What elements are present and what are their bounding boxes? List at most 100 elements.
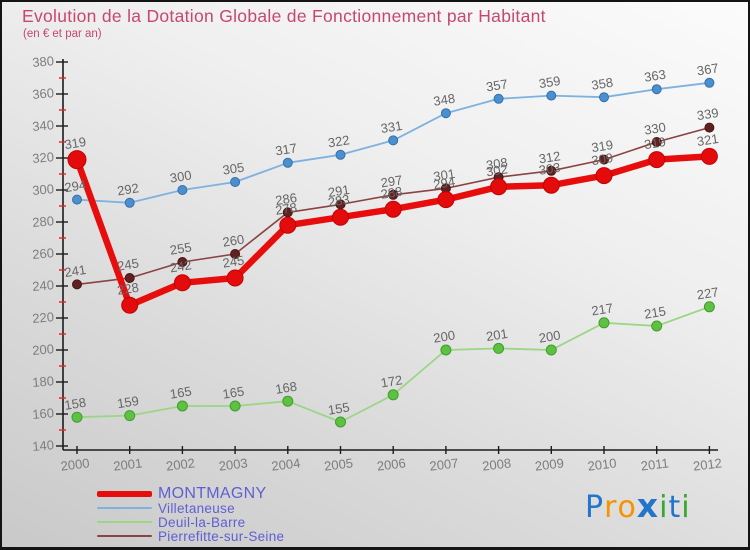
x-axis-label: 2010 xyxy=(587,455,618,473)
legend-item-Deuil-la-Barre: Deuil-la-Barre xyxy=(97,514,284,530)
logo-letter: x xyxy=(636,486,660,525)
logo-letter: o xyxy=(617,490,637,525)
value-label-Deuil-la-Barre-2005: 155 xyxy=(327,399,351,417)
x-axis-label: 2000 xyxy=(60,455,91,473)
value-label-Deuil-la-Barre-2007: 200 xyxy=(432,327,456,345)
value-label-Deuil-la-Barre-2011: 215 xyxy=(643,303,667,321)
data-point-Villetaneuse-2003 xyxy=(230,177,241,187)
page-title: Evolution de la Dotation Globale de Fonc… xyxy=(22,6,546,26)
data-point-Deuil-la-Barre-2005 xyxy=(335,416,346,428)
value-label-Villetaneuse-2010: 358 xyxy=(590,75,614,93)
legend-swatch xyxy=(97,490,152,497)
legend-label: MONTMAGNY xyxy=(158,484,267,502)
data-point-Deuil-la-Barre-2001 xyxy=(124,410,136,422)
x-axis-label: 2001 xyxy=(112,455,143,473)
data-point-Deuil-la-Barre-2008 xyxy=(493,342,505,354)
value-label-MONTMAGNY-2010: 309 xyxy=(590,150,614,168)
data-point-Deuil-la-Barre-2012 xyxy=(703,301,715,313)
value-label-Pierrefitte-sur-Seine-2002: 255 xyxy=(169,239,193,257)
data-point-MONTMAGNY-2005 xyxy=(332,208,349,226)
value-label-Pierrefitte-sur-Seine-2004: 286 xyxy=(274,190,298,208)
data-point-Deuil-la-Barre-2009 xyxy=(545,344,557,356)
data-point-MONTMAGNY-2011 xyxy=(648,151,666,169)
value-label-Villetaneuse-2006: 331 xyxy=(380,118,404,136)
data-point-Villetaneuse-2004 xyxy=(282,157,293,168)
page-subtitle: (en € et par an) xyxy=(23,28,102,40)
value-label-MONTMAGNY-2005: 283 xyxy=(327,192,351,210)
value-label-Villetaneuse-2004: 317 xyxy=(274,140,298,158)
value-label-Villetaneuse-2002: 300 xyxy=(169,167,193,185)
data-point-Villetaneuse-2000 xyxy=(72,194,82,205)
value-label-MONTMAGNY-2007: 294 xyxy=(432,174,456,192)
logo-letter: i xyxy=(659,490,669,525)
value-label-Deuil-la-Barre-2001: 159 xyxy=(116,393,140,411)
data-point-MONTMAGNY-2008 xyxy=(490,178,508,196)
x-axis-label: 2009 xyxy=(534,455,565,473)
data-point-Pierrefitte-sur-Seine-2009 xyxy=(546,165,557,176)
data-point-Pierrefitte-sur-Seine-2011 xyxy=(651,137,662,147)
value-label-Pierrefitte-sur-Seine-2011: 330 xyxy=(643,119,667,137)
value-label-Pierrefitte-sur-Seine-2008: 308 xyxy=(485,155,509,173)
value-label-Villetaneuse-2000: 294 xyxy=(63,177,87,195)
legend-swatch xyxy=(97,534,152,538)
data-point-Pierrefitte-sur-Seine-2003 xyxy=(230,249,241,259)
value-label-Villetaneuse-2011: 363 xyxy=(643,67,667,85)
x-axis-label: 2007 xyxy=(429,455,460,473)
value-label-Villetaneuse-2007: 348 xyxy=(432,91,456,109)
value-label-Deuil-la-Barre-2009: 200 xyxy=(538,327,562,345)
data-point-Villetaneuse-2009 xyxy=(546,90,557,101)
x-axis-label: 2008 xyxy=(481,455,512,473)
value-label-Villetaneuse-2008: 357 xyxy=(485,76,509,94)
value-label-Deuil-la-Barre-2006: 172 xyxy=(380,372,404,390)
y-axis-label: 360 xyxy=(32,85,55,102)
proxiti-logo: Proxiti xyxy=(585,489,691,525)
data-point-Deuil-la-Barre-2006 xyxy=(387,389,399,401)
data-point-Deuil-la-Barre-2000 xyxy=(71,411,83,423)
data-point-MONTMAGNY-2003 xyxy=(226,269,244,287)
data-point-Deuil-la-Barre-2011 xyxy=(651,320,663,332)
x-axis-label: 2003 xyxy=(218,455,249,473)
line-chart: 140 160 180 200 220 240 260 280 300 320 340 360 380 2… xyxy=(32,53,723,474)
y-axis-label: 340 xyxy=(32,117,55,134)
legend-label: Deuil-la-Barre xyxy=(158,514,246,530)
value-label-MONTMAGNY-2003: 245 xyxy=(222,252,246,270)
y-axis-label: 160 xyxy=(32,405,55,422)
data-point-Villetaneuse-2012 xyxy=(704,77,715,88)
y-axis-label: 240 xyxy=(32,277,55,294)
value-label-Villetaneuse-2001: 292 xyxy=(116,180,140,198)
legend-item-MONTMAGNY: MONTMAGNY xyxy=(97,484,284,502)
value-label-Pierrefitte-sur-Seine-2007: 301 xyxy=(432,166,456,184)
data-point-MONTMAGNY-2009 xyxy=(542,176,560,194)
y-axis-label: 200 xyxy=(32,341,55,358)
value-label-Pierrefitte-sur-Seine-2005: 291 xyxy=(327,182,351,200)
x-axis-label: 2004 xyxy=(271,455,302,473)
y-axis-label: 320 xyxy=(32,149,55,166)
data-point-Pierrefitte-sur-Seine-2001 xyxy=(124,273,135,283)
value-label-Villetaneuse-2005: 322 xyxy=(327,132,351,150)
data-point-Pierrefitte-sur-Seine-2006 xyxy=(388,189,399,200)
value-label-Pierrefitte-sur-Seine-2000: 241 xyxy=(63,262,87,280)
data-point-Deuil-la-Barre-2004 xyxy=(282,395,294,407)
value-label-MONTMAGNY-2002: 242 xyxy=(169,257,193,275)
data-point-Deuil-la-Barre-2002 xyxy=(176,400,188,412)
value-label-MONTMAGNY-2006: 288 xyxy=(380,184,404,202)
x-axis-label: 2005 xyxy=(323,455,354,473)
value-label-Pierrefitte-sur-Seine-2003: 260 xyxy=(222,231,246,249)
data-point-MONTMAGNY-2007 xyxy=(437,191,455,209)
legend-swatch xyxy=(97,506,152,510)
y-axis-label: 180 xyxy=(32,373,55,390)
y-axis-label: 260 xyxy=(32,245,55,262)
data-point-MONTMAGNY-2004 xyxy=(279,216,297,234)
data-point-Pierrefitte-sur-Seine-2000 xyxy=(72,279,82,290)
y-axis-label: 300 xyxy=(32,181,55,198)
y-axis-label: 220 xyxy=(32,309,55,326)
data-point-MONTMAGNY-2000 xyxy=(67,150,87,170)
data-point-Pierrefitte-sur-Seine-2010 xyxy=(599,154,609,165)
data-point-Deuil-la-Barre-2010 xyxy=(598,317,610,329)
value-label-Pierrefitte-sur-Seine-2012: 339 xyxy=(696,105,720,123)
series-line-Deuil-la-Barre xyxy=(76,305,711,423)
value-label-Deuil-la-Barre-2012: 227 xyxy=(696,284,720,302)
value-label-MONTMAGNY-2009: 303 xyxy=(538,160,562,178)
y-axis-label: 280 xyxy=(32,213,55,230)
